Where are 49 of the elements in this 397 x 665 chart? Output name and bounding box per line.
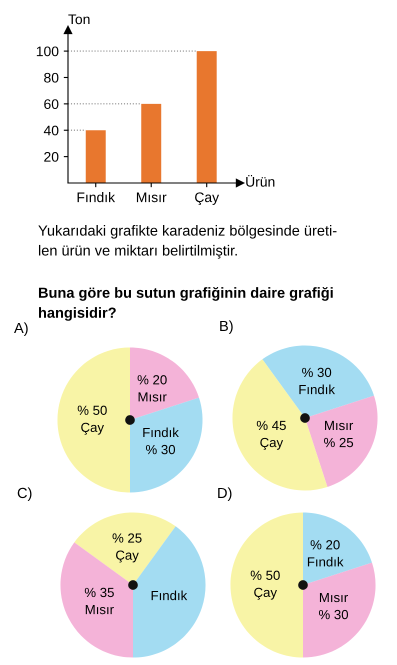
data-label: % 30 xyxy=(318,610,348,620)
data-label: % 50 xyxy=(78,406,107,415)
data-label: % 25 xyxy=(324,438,354,448)
slice-label: Çay xyxy=(254,588,277,600)
y-tick-label: 80 xyxy=(44,72,58,83)
y-axis-title: Ton xyxy=(68,14,90,24)
bar xyxy=(86,130,106,183)
data-label: % 35 xyxy=(84,588,114,598)
text: Buna göre bu sutun grafiğinin daire grafiği hangisidir? xyxy=(38,287,333,321)
y-tick-label: 60 xyxy=(44,99,58,110)
slice-label: Fındık xyxy=(143,427,179,438)
x-axis-title: Ürün xyxy=(246,174,274,187)
slice-label: Fındık xyxy=(308,556,344,567)
x-tick-label: Fındık xyxy=(78,192,116,202)
slice-label: Fındık xyxy=(152,590,188,600)
bar xyxy=(196,51,217,183)
pie-slice xyxy=(130,347,199,420)
pie-slice xyxy=(230,512,303,658)
pie-slice xyxy=(57,347,130,493)
x-tick-label: Mısır xyxy=(136,192,166,202)
slice-label: Fındık xyxy=(299,384,336,394)
slice-label: Mısır xyxy=(86,605,114,614)
pie-slice xyxy=(303,512,372,585)
pie-slice xyxy=(74,512,176,585)
data-label: % 20 xyxy=(138,375,167,384)
data-label: % 25 xyxy=(112,533,142,543)
slice-label: Mısır xyxy=(138,392,167,402)
slice-label: Çay xyxy=(260,438,284,450)
chart-title: D) xyxy=(218,487,232,501)
slice-label: Çay xyxy=(81,422,104,435)
text: Yukarıdaki grafikte karadeniz bölgesinde üreti- len ürün ve miktarı belirtilmiştir. xyxy=(38,225,336,259)
chart-title: B) xyxy=(220,320,233,334)
data-label: % 50 xyxy=(250,570,280,580)
pie-slice xyxy=(262,345,374,418)
slice-label: Çay xyxy=(116,550,139,562)
data-label: % 45 xyxy=(256,420,286,430)
slice-label: Mısır xyxy=(320,592,348,602)
chart-title: C) xyxy=(18,487,32,501)
y-tick-label: 40 xyxy=(44,126,58,136)
chart-title: A) xyxy=(14,322,28,336)
data-label: % 20 xyxy=(310,540,340,550)
y-tick-label: 100 xyxy=(36,46,58,56)
pie-slice xyxy=(305,396,378,487)
slice-label: Mısır xyxy=(325,420,354,430)
bar xyxy=(141,104,162,183)
data-label: % 30 xyxy=(146,444,176,454)
y-tick-label: 20 xyxy=(44,152,58,162)
data-label: % 30 xyxy=(302,368,332,378)
x-tick-label: Çay xyxy=(195,192,220,205)
